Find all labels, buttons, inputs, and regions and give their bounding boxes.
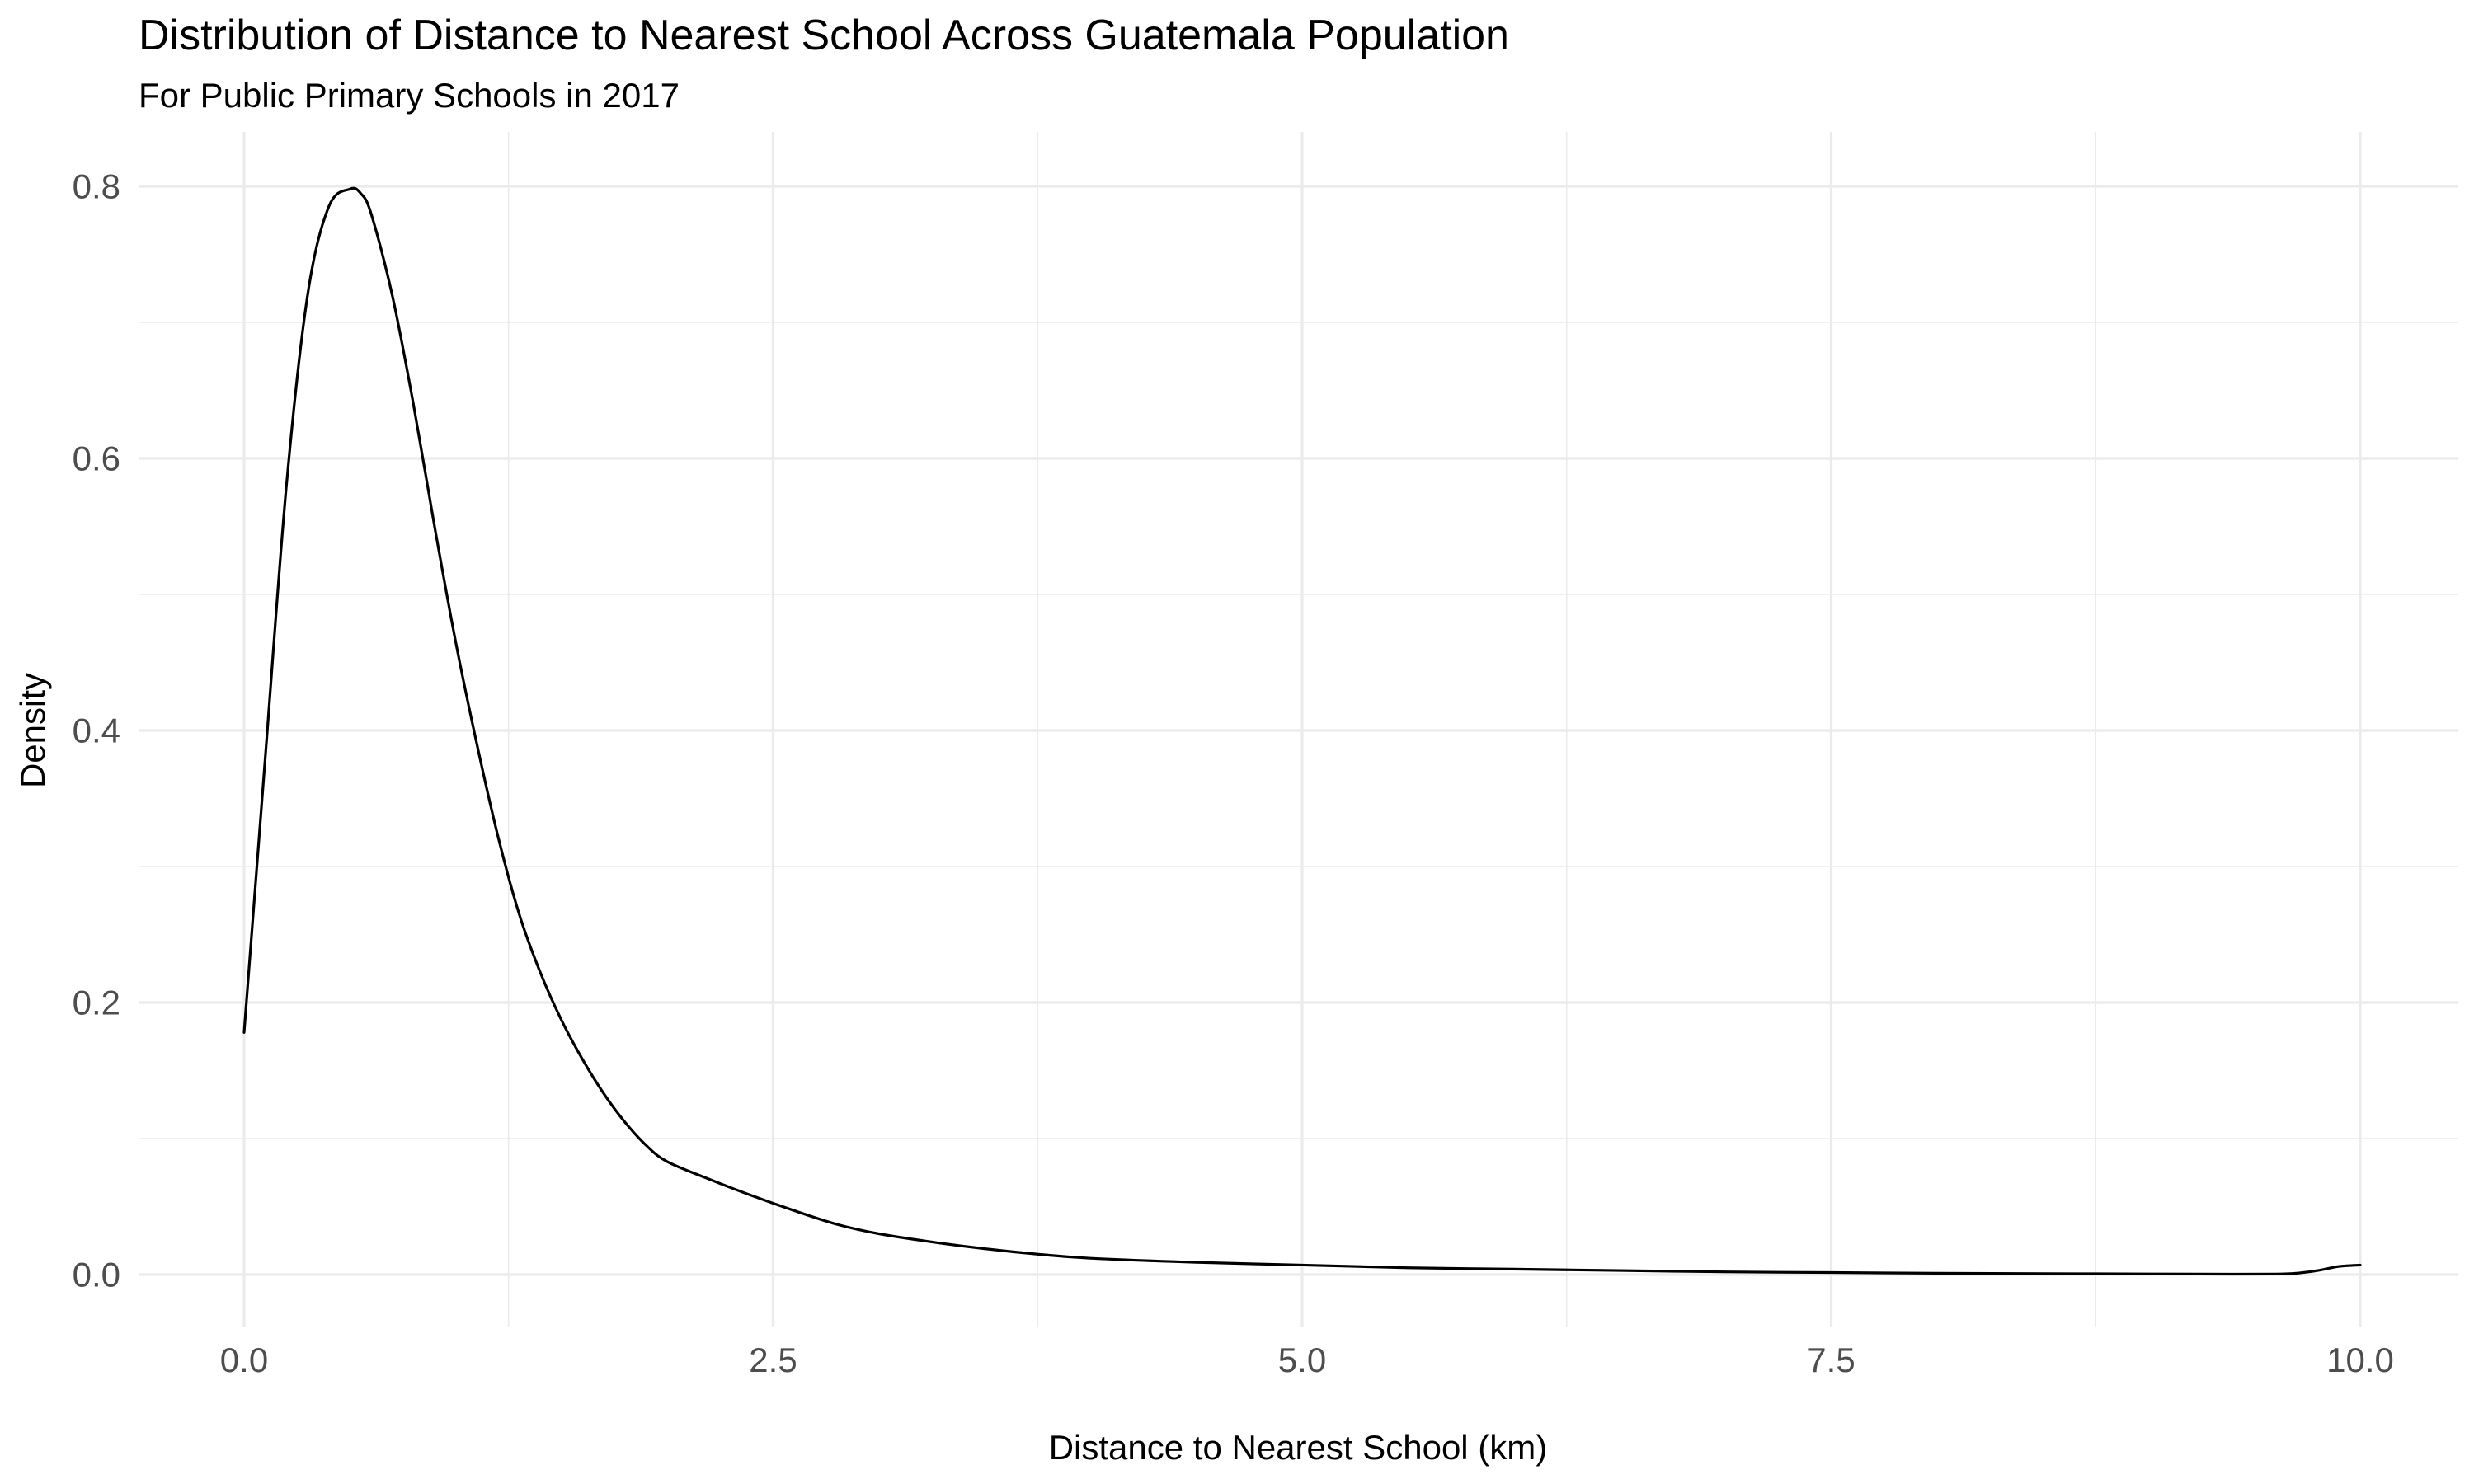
y-tick-label: 0.4 — [73, 711, 120, 750]
y-tick-label: 0.0 — [73, 1256, 120, 1294]
chart-title: Distribution of Distance to Nearest Scho… — [139, 12, 1509, 59]
plot-area — [242, 186, 2362, 1276]
chart-subtitle: For Public Primary Schools in 2017 — [139, 76, 680, 115]
x-tick-label: 7.5 — [1807, 1341, 1855, 1379]
y-tick-label: 0.8 — [73, 167, 120, 206]
grid — [139, 132, 2458, 1327]
x-tick-label: 2.5 — [749, 1341, 797, 1379]
x-axis-title: Distance to Nearest School (km) — [1049, 1428, 1548, 1467]
x-tick-label: 5.0 — [1278, 1341, 1326, 1379]
tick-labels: 0.0 2.5 5.0 7.5 10.0 0.0 0.2 0.4 0.6 0.8 — [73, 167, 2394, 1380]
y-tick-label: 0.6 — [73, 439, 120, 478]
x-tick-label: 0.0 — [220, 1341, 268, 1379]
density-line-series-0 — [242, 186, 2362, 1276]
y-axis-title: Density — [13, 673, 52, 788]
y-tick-label: 0.2 — [73, 984, 120, 1022]
x-tick-label: 10.0 — [2326, 1341, 2394, 1379]
